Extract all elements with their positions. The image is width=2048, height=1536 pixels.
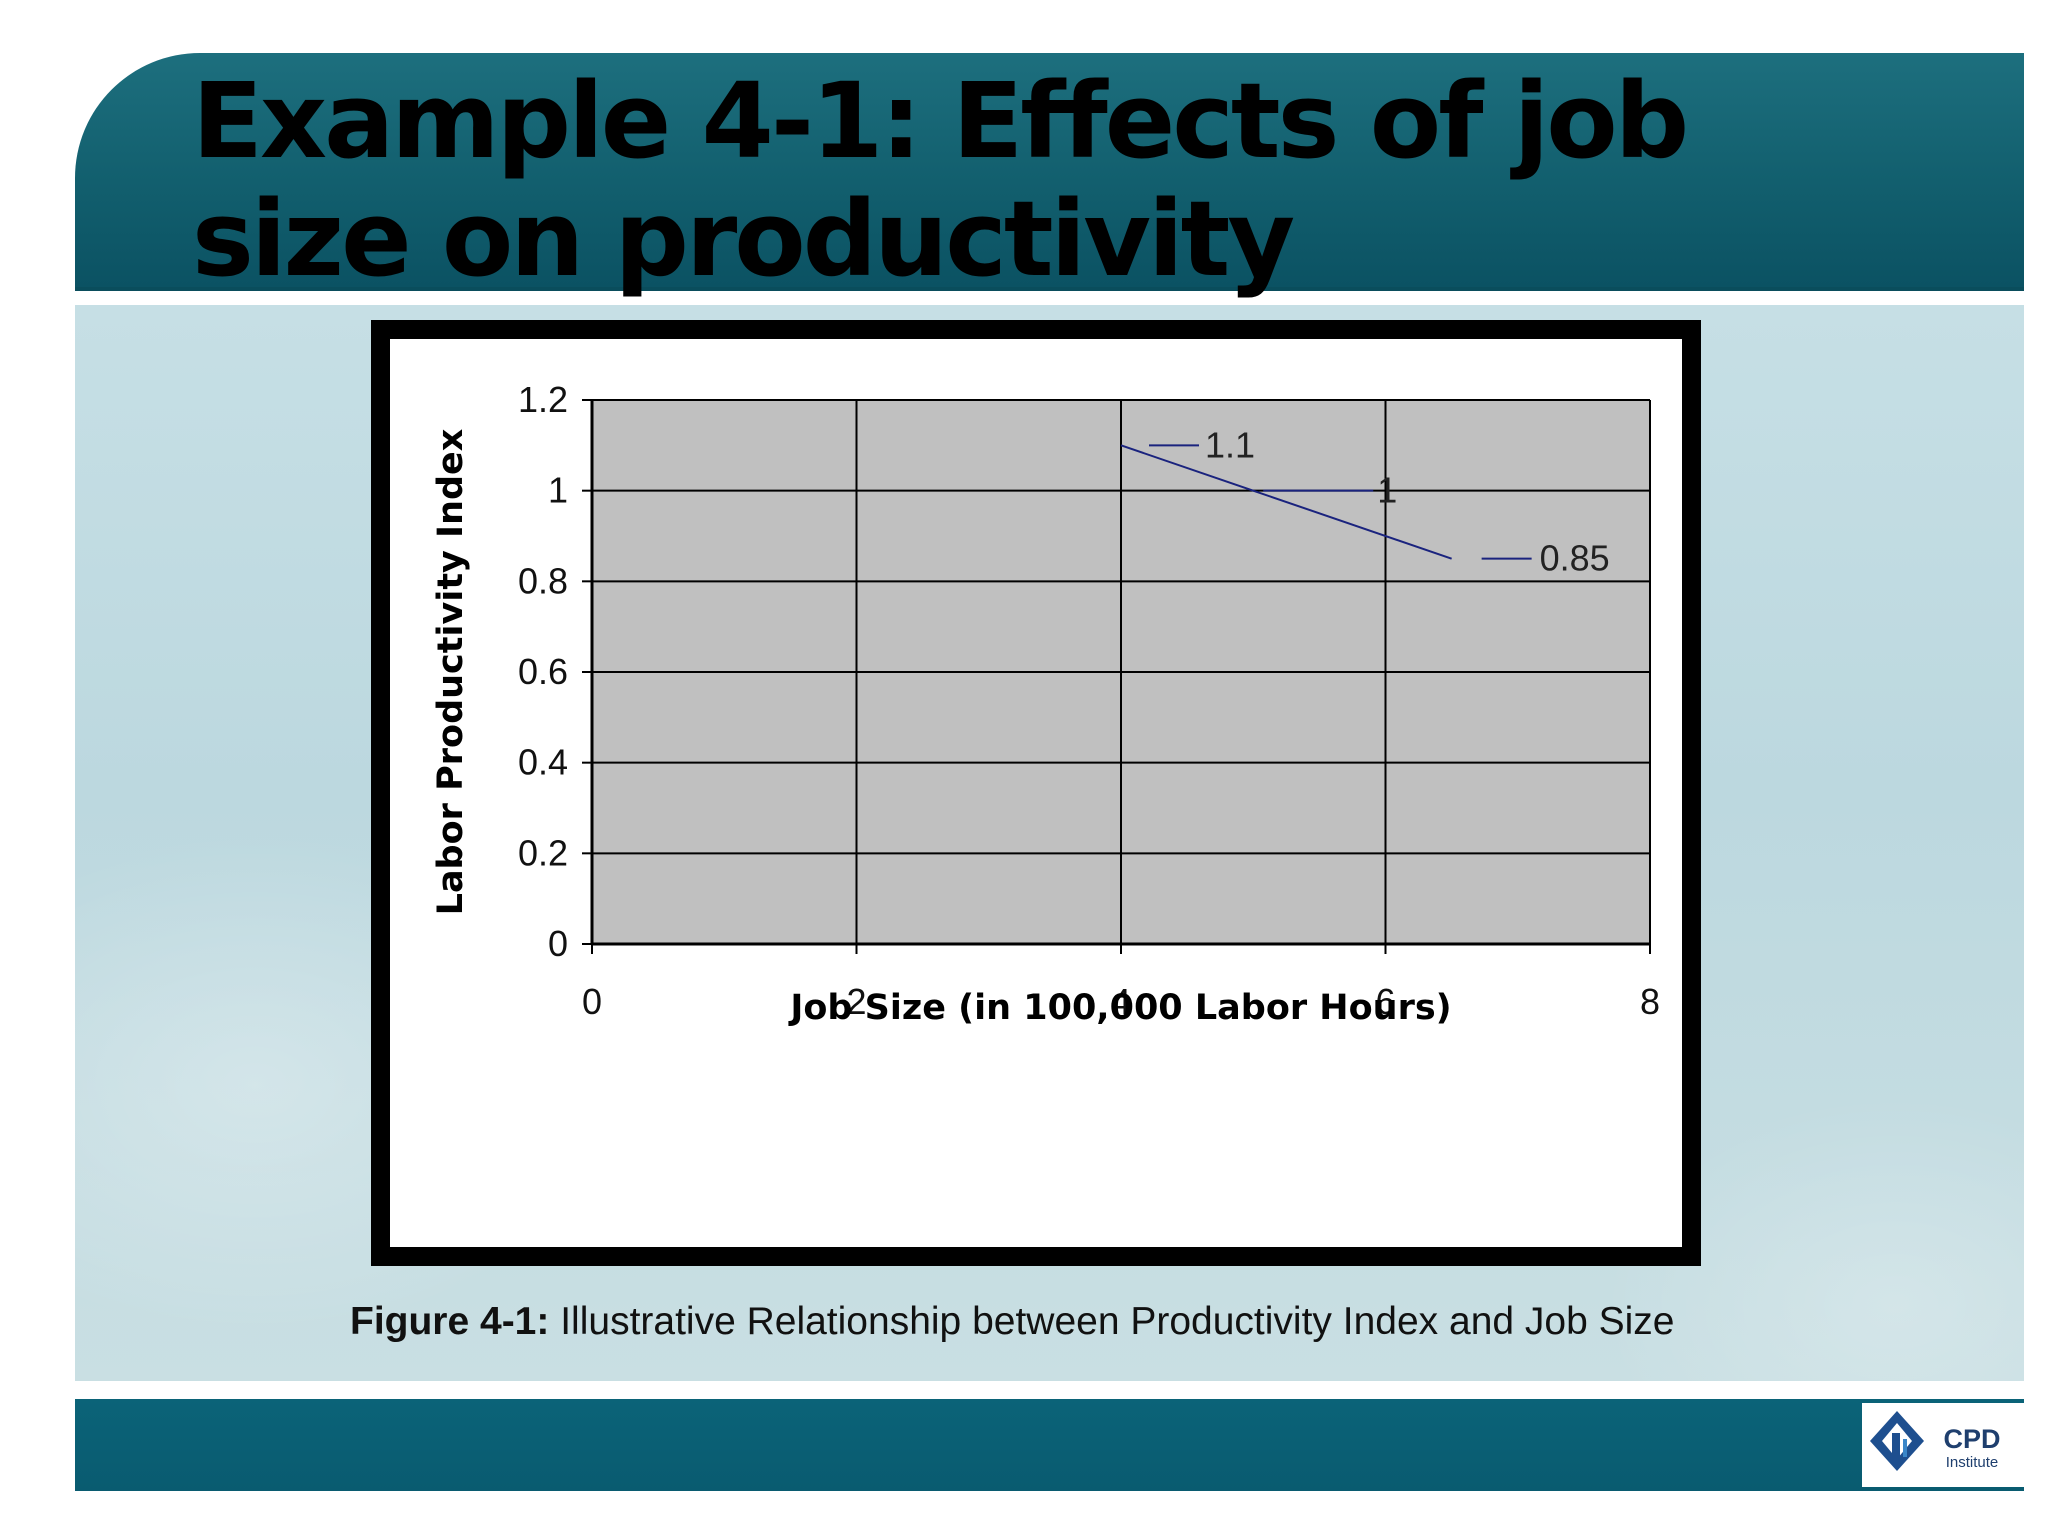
data-label: 0.85: [1540, 538, 1610, 579]
y-tick-label: 0.6: [518, 651, 568, 692]
series-line: [1120, 444, 1452, 560]
y-tick-label: 0.4: [518, 742, 568, 783]
cpd-diamond-icon: [1870, 1411, 1924, 1471]
line-chart: 0 0.2 0.4 0.6 0.8 1 1.2 0 2 4 6 8 1.1 1 0.85 Job Size…: [431, 379, 1660, 1028]
x-tick-label: 2: [846, 981, 866, 1022]
y-tick-label: 1.2: [518, 379, 568, 420]
x-tick-label: 0: [582, 981, 602, 1022]
y-axis-title: Labor Productivity Index: [431, 428, 471, 915]
chart-frame: 0 0.2 0.4 0.6 0.8 1 1.2 0 2 4 6 8 1.1 1 0.85 Job Size…: [371, 320, 1701, 1266]
footer-band: [75, 1399, 2024, 1491]
y-tick-label: 1: [548, 470, 568, 511]
x-tick-label: 4: [1111, 981, 1131, 1022]
y-tick-label: 0: [548, 923, 568, 964]
y-tick-label: 0.2: [518, 832, 568, 873]
grid-lines: [592, 399, 1651, 944]
header-band: [75, 53, 2024, 291]
logo-subtext: Institute: [1946, 1454, 1999, 1471]
figure-caption: Figure 4-1: Illustrative Relationship be…: [350, 1300, 1850, 1344]
series-layer: [1120, 444, 1452, 560]
data-label: 1.1: [1205, 424, 1255, 465]
data-labels: 1.1 1 0.85: [1149, 424, 1610, 579]
axes: 0 0.2 0.4 0.6 0.8 1 1.2 0 2 4 6 8: [518, 379, 1660, 1022]
figure-caption-text: Illustrative Relationship between Produc…: [549, 1300, 1675, 1343]
figure-caption-label: Figure 4-1:: [350, 1300, 550, 1343]
y-tick-label: 0.8: [518, 560, 568, 601]
data-label: 1: [1377, 470, 1397, 511]
x-axis-title: Job Size (in 100,000 Labor Hours): [788, 988, 1451, 1028]
slide-title: Example 4-1: Effects of job size on prod…: [192, 60, 1689, 300]
x-tick-label: 8: [1640, 981, 1660, 1022]
x-tick-label: 6: [1375, 981, 1395, 1022]
cpd-institute-logo: CPD Institute: [1862, 1403, 2024, 1487]
logo-text: CPD: [1943, 1424, 2000, 1454]
